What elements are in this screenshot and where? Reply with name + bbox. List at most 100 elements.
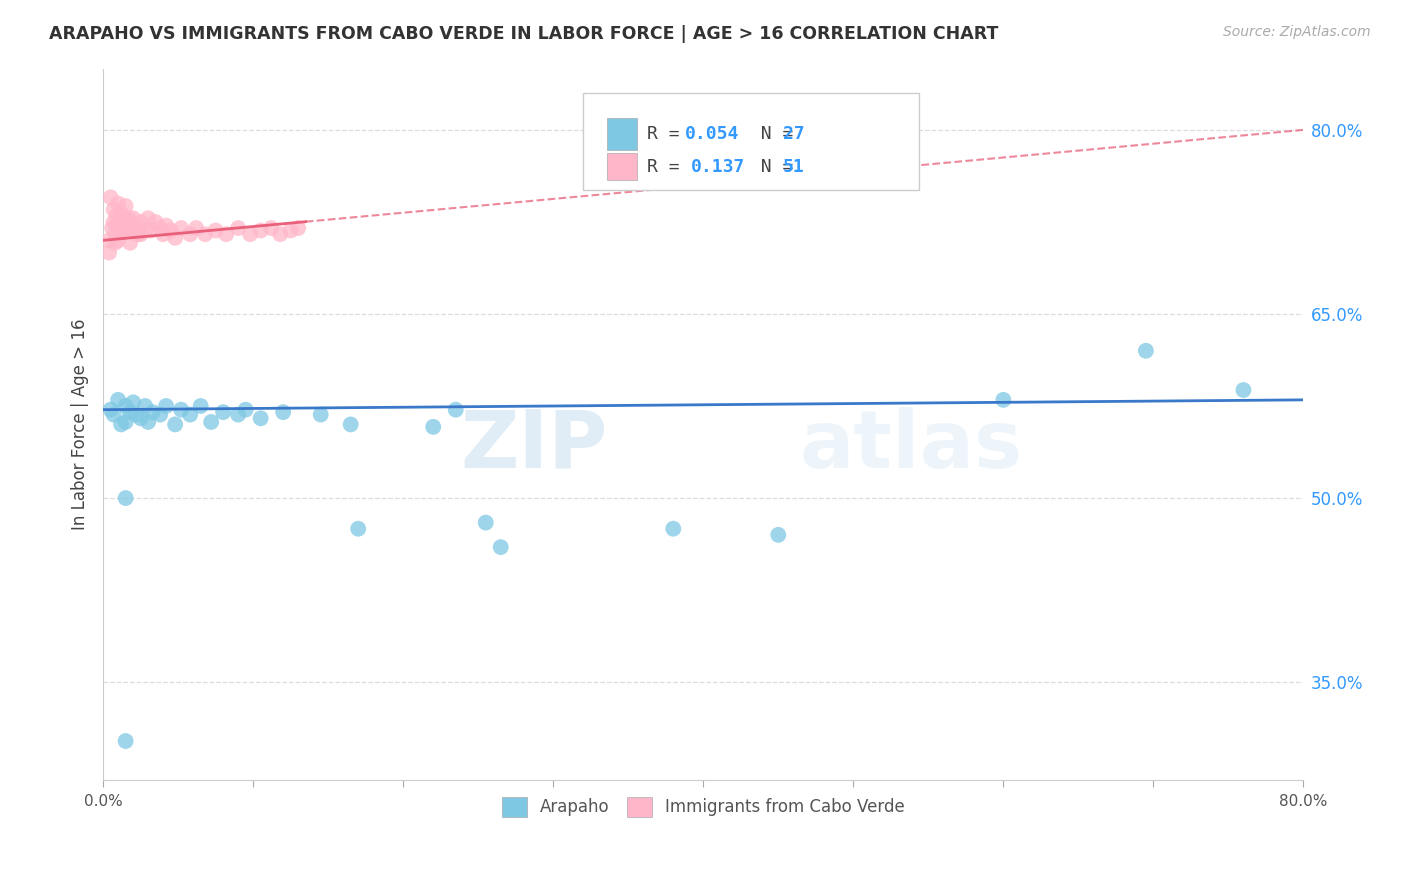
Text: 51: 51 <box>783 158 804 176</box>
Point <box>136 415 159 429</box>
Point <box>103 215 125 229</box>
Point <box>112 211 135 226</box>
Point <box>149 221 172 235</box>
Point <box>107 233 129 247</box>
Point <box>179 408 201 422</box>
Text: 27: 27 <box>783 125 804 143</box>
Point <box>212 405 235 419</box>
Point <box>104 235 127 250</box>
FancyBboxPatch shape <box>607 119 637 151</box>
Point <box>422 420 444 434</box>
Point <box>149 408 172 422</box>
Point <box>249 411 271 425</box>
Text: 0.137: 0.137 <box>692 158 745 176</box>
Point <box>122 223 145 237</box>
Point <box>159 223 181 237</box>
Point <box>129 215 152 229</box>
Point <box>287 221 309 235</box>
Point <box>100 190 122 204</box>
Point <box>155 219 177 233</box>
Point <box>444 402 467 417</box>
Text: R =: R = <box>647 158 702 176</box>
Point <box>239 227 262 242</box>
Text: N =: N = <box>740 125 804 143</box>
Point <box>280 223 302 237</box>
Point <box>120 223 142 237</box>
Point <box>145 215 167 229</box>
Point <box>215 227 238 242</box>
Point <box>309 408 332 422</box>
FancyBboxPatch shape <box>583 94 920 189</box>
Point <box>269 227 291 242</box>
Point <box>226 408 249 422</box>
Point <box>190 399 212 413</box>
Point <box>108 211 131 226</box>
Point <box>186 221 208 235</box>
Point <box>114 211 136 226</box>
Point <box>152 227 174 242</box>
Text: atlas: atlas <box>799 407 1022 484</box>
Point <box>114 199 136 213</box>
Text: ARAPAHO VS IMMIGRANTS FROM CABO VERDE IN LABOR FORCE | AGE > 16 CORRELATION CHAR: ARAPAHO VS IMMIGRANTS FROM CABO VERDE IN… <box>49 25 998 43</box>
Point <box>134 399 156 413</box>
Point <box>260 221 283 235</box>
Point <box>139 223 162 237</box>
Point <box>768 528 790 542</box>
Point <box>107 392 129 407</box>
Point <box>142 405 165 419</box>
Point <box>136 211 159 226</box>
Point <box>120 235 142 250</box>
Point <box>110 206 132 220</box>
Text: ZIP: ZIP <box>460 407 607 484</box>
Y-axis label: In Labor Force | Age > 16: In Labor Force | Age > 16 <box>72 318 89 530</box>
Point <box>170 402 193 417</box>
Point <box>100 402 122 417</box>
Point <box>1135 343 1157 358</box>
Point <box>204 223 226 237</box>
Point <box>1232 383 1254 397</box>
Point <box>474 516 496 530</box>
Point <box>339 417 361 432</box>
Text: R =: R = <box>647 125 690 143</box>
Point <box>122 395 145 409</box>
Point <box>165 417 187 432</box>
Point <box>114 491 136 505</box>
Point <box>107 219 129 233</box>
Point <box>117 211 139 226</box>
Point <box>127 227 149 242</box>
Point <box>200 415 222 429</box>
Point <box>115 223 138 237</box>
Point <box>104 227 127 242</box>
Point <box>105 209 128 223</box>
Point <box>129 411 152 425</box>
Point <box>271 405 294 419</box>
Point <box>179 227 201 242</box>
Text: N =: N = <box>740 158 804 176</box>
Legend: Arapaho, Immigrants from Cabo Verde: Arapaho, Immigrants from Cabo Verde <box>494 789 912 825</box>
Point <box>114 415 136 429</box>
Point <box>98 245 121 260</box>
Point <box>110 221 132 235</box>
Point <box>662 522 685 536</box>
Point <box>165 231 187 245</box>
Point <box>134 223 156 237</box>
Text: Source: ZipAtlas.com: Source: ZipAtlas.com <box>1223 25 1371 39</box>
Point <box>235 402 257 417</box>
Point <box>155 399 177 413</box>
Point <box>98 233 121 247</box>
Point <box>103 408 125 422</box>
Point <box>114 399 136 413</box>
Point <box>110 417 132 432</box>
Point <box>489 540 512 554</box>
Point <box>170 221 193 235</box>
Point <box>125 221 148 235</box>
Point <box>122 211 145 226</box>
Point <box>993 392 1015 407</box>
Point <box>125 408 148 422</box>
Point <box>114 734 136 748</box>
Text: 0.054: 0.054 <box>685 125 740 143</box>
Point <box>249 223 271 237</box>
Point <box>101 221 124 235</box>
Point <box>107 196 129 211</box>
Point <box>347 522 370 536</box>
